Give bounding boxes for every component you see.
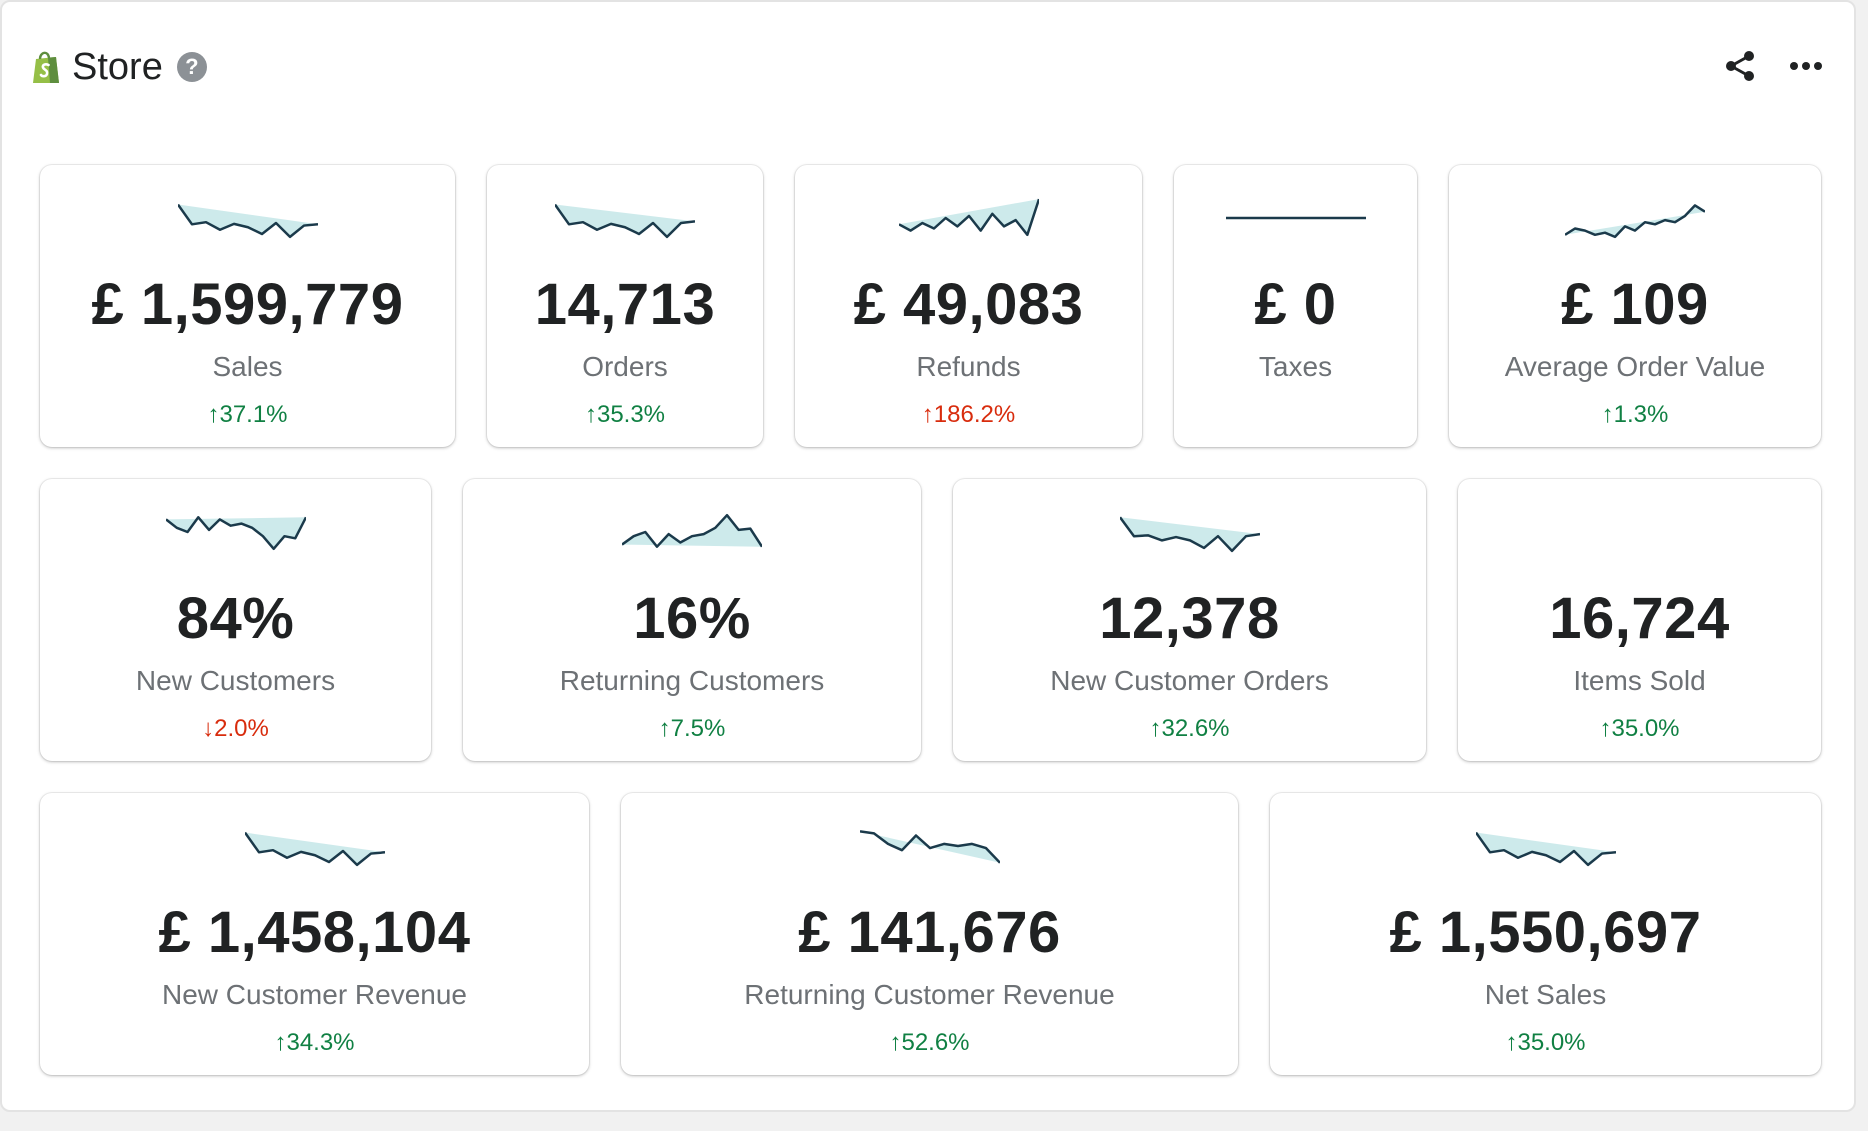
metric-value: £ 49,083 [853,272,1084,337]
widget-title: Store [72,45,163,88]
metric-label: Sales [212,351,283,382]
metric-value: 16% [633,586,751,651]
sparkline-icon [1475,831,1616,867]
metric-label: Items Sold [1573,665,1706,696]
metric-label: Net Sales [1484,979,1607,1010]
sparkline-icon [165,516,306,551]
metric-change: ↑35.0% [1599,715,1680,742]
sparkline-icon [1570,507,1710,557]
metric-change: ↑7.5% [658,715,726,742]
header-actions [1720,46,1826,86]
metric-label: Taxes [1258,351,1333,382]
sparkline-icon [244,831,385,867]
sparkline-line [555,203,695,239]
metric-value: £ 1,550,697 [1389,900,1702,965]
sparkline-line [1475,831,1616,867]
sparkline-area [859,831,1000,863]
metric-value: £ 141,676 [798,900,1061,965]
metric-label: New Customer Revenue [161,979,468,1010]
metric-change: ↑34.3% [274,1029,355,1056]
metric-label: New Customer Orders [1050,665,1329,696]
sparkline-area [1119,517,1260,551]
metric-card-net-sales[interactable]: £ 1,550,697 Net Sales ↑35.0% [1270,793,1821,1075]
metric-change: ↑35.3% [584,401,666,428]
metric-card-new-customer-revenue[interactable]: £ 1,458,104 New Customer Revenue ↑34.3% [40,793,589,1075]
metric-value: 12,378 [1099,586,1280,651]
sparkline-icon [1565,204,1705,239]
store-widget: Store ? £ 1,599,779 Sales ↑37.1% [0,0,1856,1112]
sparkline-line [165,516,306,551]
sparkline-line [1565,204,1705,239]
metric-change: ↑35.0% [1505,1029,1586,1056]
more-icon[interactable] [1786,46,1826,86]
widget-header: Store ? [30,42,207,92]
sparkline-area [555,204,695,237]
metric-label: Average Order Value [1504,351,1766,382]
metric-card-new-customers[interactable]: 84% New Customers ↓2.0% [40,479,431,761]
sparkline-icon [898,198,1039,237]
sparkline-icon [622,513,762,548]
metric-card-returning-customer-revenue[interactable]: £ 141,676 Returning Customer Revenue ↑52… [621,793,1238,1075]
shopify-bag-icon [30,49,62,85]
metric-value: 16,724 [1549,586,1730,651]
metric-card-taxes[interactable]: £ 0 Taxes [1174,165,1417,447]
metric-value: £ 1,458,104 [158,900,471,965]
metric-change: ↑186.2% [921,401,1016,428]
metric-card-sales[interactable]: £ 1,599,779 Sales ↑37.1% [40,165,455,447]
metric-label: Returning Customers [559,665,825,696]
metric-change: ↑52.6% [889,1029,970,1056]
metric-card-orders[interactable]: 14,713 Orders ↑35.3% [487,165,763,447]
sparkline-line [244,831,385,867]
metric-label: Returning Customer Revenue [744,979,1115,1010]
sparkline-icon [1225,216,1366,220]
sparkline-line [898,198,1039,237]
sparkline-icon [177,203,318,239]
sparkline-icon [555,203,695,239]
metric-change: ↑32.6% [1149,715,1230,742]
sparkline-icon [859,830,1000,864]
sparkline-line [859,830,1000,864]
metric-change: ↑1.3% [1601,401,1669,428]
metric-value: 84% [176,586,295,651]
metric-card-refunds[interactable]: £ 49,083 Refunds ↑186.2% [795,165,1142,447]
metric-change: ↓2.0% [202,715,269,742]
sparkline-area [622,515,762,547]
metric-card-new-customer-orders[interactable]: 12,378 New Customer Orders ↑32.6% [953,479,1426,761]
metric-label: New Customers [135,665,336,696]
metric-value: £ 0 [1254,272,1337,337]
help-icon[interactable]: ? [176,52,207,82]
metric-card-returning-customers[interactable]: 16% Returning Customers ↑7.5% [463,479,921,761]
sparkline-line [622,513,762,548]
metric-value: £ 109 [1561,272,1709,337]
metric-label: Orders [582,351,668,382]
sparkline-line [177,203,318,239]
sparkline-area [165,517,306,549]
sparkline-icon [1119,516,1260,553]
metric-card-average-order-value[interactable]: £ 109 Average Order Value ↑1.3% [1449,165,1821,447]
sparkline-line [1119,516,1260,553]
metric-label: Refunds [916,351,1021,382]
metric-card-items-sold[interactable]: 16,724 Items Sold ↑35.0% [1458,479,1821,761]
share-icon[interactable] [1720,46,1760,86]
metric-value: £ 1,599,779 [91,272,404,337]
metric-change: ↑37.1% [207,401,288,428]
metric-value: 14,713 [534,272,716,337]
